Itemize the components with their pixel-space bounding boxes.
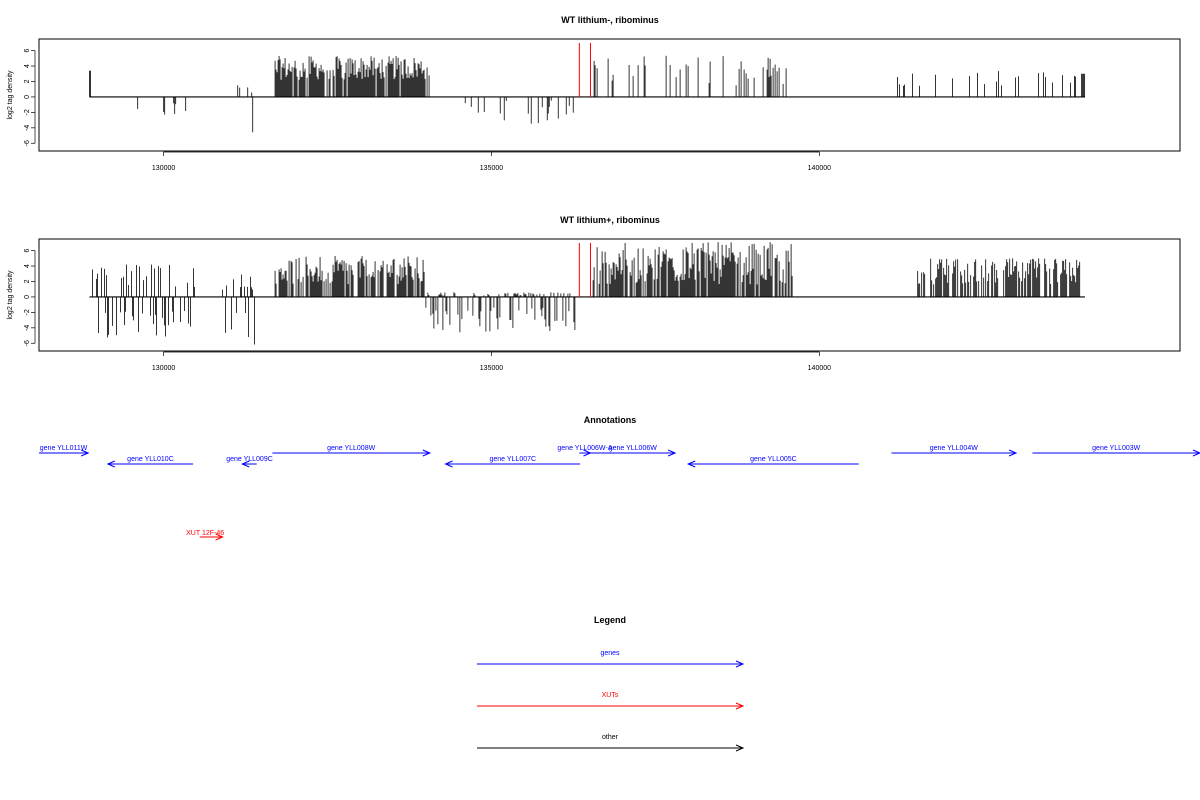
gene-label: gene YLL009C [226,456,273,463]
gene-arrow: gene YLL006W-A [557,445,613,457]
signal-bars [89,55,1086,133]
y-tick-label: 2 [24,79,31,83]
track-title: WT lithium+, ribominus [560,215,660,225]
track-panel-lithium-plus: WT lithium+, ribominus log2 tag density … [7,215,1181,372]
y-axis-label: log2 tag density [7,270,14,320]
gene-label: gene YLL006W-A [557,445,612,452]
legend-item-other: other [477,734,745,752]
gene-label: gene YLL005C [750,456,797,463]
legend-label-genes: genes [600,650,620,657]
arrow-head [1008,449,1018,457]
arrow-head [215,533,224,541]
x-tick-label: 140000 [808,165,831,172]
x-tick-label: 135000 [480,165,503,172]
legend-arrow-shape [477,660,745,668]
y-tick-label: -2 [24,309,31,315]
y-tick-label: 2 [24,279,31,283]
y-tick-label: 0 [24,95,31,99]
plot-frame [38,238,1181,352]
xut-arrow: XUT 12F-46 [186,530,224,541]
x-axis: 130000 135000 140000 [152,351,831,372]
legend: Legend genes XUTs other [477,615,745,752]
xut-label: XUT 12F-46 [186,530,224,537]
y-tick-label: 4 [24,264,31,268]
y-tick-label: -6 [24,340,31,346]
arrow-head [735,702,745,710]
arrow-head [106,460,116,468]
arrow-head [1192,449,1200,457]
x-tick-label: 130000 [152,165,175,172]
y-axis: -6 -4 -2 0 2 4 6 [24,249,36,346]
y-tick-label: -4 [24,325,31,331]
gene-arrow: gene YLL004W [891,445,1018,457]
gene-arrow: gene YLL005C [686,456,859,468]
arrow-head [241,460,250,468]
x-tick-label: 130000 [152,365,175,372]
gene-label: gene YLL004W [930,445,979,452]
marker-lines [578,43,591,97]
legend-arrow-xuts [477,702,745,710]
plot-frame [38,38,1181,152]
track-title: WT lithium-, ribominus [561,15,659,25]
x-tick-label: 135000 [480,365,503,372]
gene-arrow: gene YLL010C [106,456,194,468]
signal-bars [89,242,1085,345]
gene-label: gene YLL008W [327,445,376,452]
y-tick-label: 6 [24,249,31,253]
gene-arrow: gene YLL009C [226,456,273,468]
y-axis: -6 -4 -2 0 2 4 6 [24,49,36,146]
y-tick-label: -2 [24,109,31,115]
legend-item-xuts: XUTs [477,692,745,710]
arrow-head [667,449,677,457]
gene-label: gene YLL011W [40,445,88,452]
legend-arrow-shape [477,702,745,710]
gene-arrow: gene YLL008W [272,445,432,457]
gene-label: gene YLL007C [489,456,536,463]
y-tick-label: 6 [24,49,31,53]
legend-arrow-genes [477,660,745,668]
gene-arrow: gene YLL007C [444,456,580,468]
marker-lines [578,243,591,297]
legend-label-xuts: XUTs [602,692,619,699]
annotations-title: Annotations [584,415,637,425]
gene-label: gene YLL003W [1092,445,1141,452]
legend-arrow-shape [477,744,745,752]
y-tick-label: -4 [24,125,31,131]
gene-arrows: gene YLL011W gene YLL010C gene YLL009C gene… [39,445,1200,541]
y-tick-label: -6 [24,140,31,146]
track-panel-lithium-minus: WT lithium-, ribominus log2 tag density … [7,15,1181,172]
gene-arrow: gene YLL003W [1032,445,1200,457]
x-axis: 130000 135000 140000 [152,151,831,172]
y-tick-label: 0 [24,295,31,299]
gene-arrow: gene YLL006W [590,445,677,457]
y-tick-label: 4 [24,64,31,68]
arrow-head [422,449,432,457]
legend-label-other: other [602,734,619,741]
arrow-head [686,460,696,468]
gene-arrow: gene YLL011W [39,445,90,457]
x-tick-label: 140000 [808,365,831,372]
legend-title: Legend [594,615,626,625]
arrow-head [735,660,745,668]
arrow-head [80,449,90,457]
gene-label: gene YLL006W [609,445,658,452]
arrow-head [735,744,745,752]
y-axis-label: log2 tag density [7,70,14,120]
arrow-head [444,460,453,468]
legend-item-genes: genes [477,650,745,668]
legend-arrow-other [477,744,745,752]
gene-label: gene YLL010C [127,456,174,463]
